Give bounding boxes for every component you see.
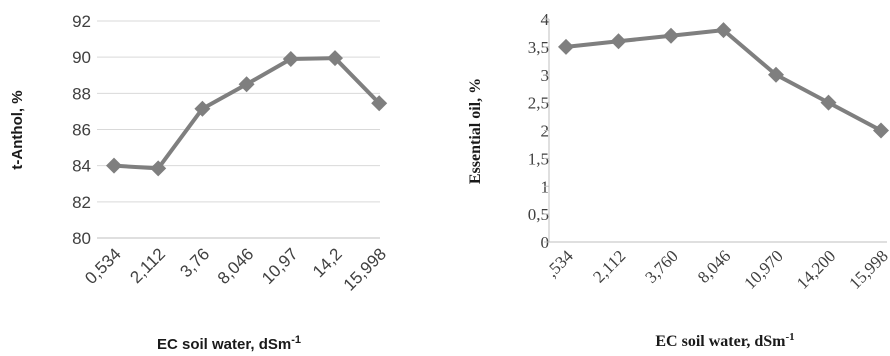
data-point <box>610 33 627 50</box>
y-axis-label: t-Anthol, % <box>9 90 26 169</box>
y-tick-label: 1,5 <box>528 149 549 168</box>
x-tick-label: 14,2 <box>309 244 346 281</box>
data-point <box>663 27 679 44</box>
y-tick-label: 88 <box>72 84 91 103</box>
x-axis-label-superscript: -1 <box>291 334 301 346</box>
y-tick-label: 92 <box>72 12 91 31</box>
y-tick-label: 86 <box>72 121 91 140</box>
x-axis-label: EC soil water, dSm-1 <box>157 334 301 353</box>
data-point <box>873 122 889 139</box>
data-point <box>238 76 255 93</box>
y-tick-label: 84 <box>72 157 91 176</box>
x-tick-label: 3,760 <box>641 246 681 286</box>
x-tick-label: 8,046 <box>694 246 734 286</box>
y-tick-label: 0,5 <box>528 205 549 224</box>
data-point <box>768 66 784 83</box>
x-tick-label: 15,998 <box>340 244 390 294</box>
data-point <box>715 22 732 39</box>
y-axis-label: Essential oil, % <box>467 78 484 184</box>
chart-t-anthol: 80 82 84 86 88 90 92 0,534 2,112 3,76 8,046 10,97 14… <box>9 12 390 353</box>
data-point <box>194 100 211 117</box>
x-tick-label: 10,97 <box>258 244 302 288</box>
y-tick-label: 90 <box>72 48 91 67</box>
data-point <box>282 50 299 67</box>
data-point <box>820 94 837 111</box>
x-axis-label-superscript: -1 <box>785 331 794 343</box>
series-line <box>565 28 882 133</box>
x-tick-label: 15,998 <box>845 246 890 292</box>
x-tick-label: 14,200 <box>793 246 839 292</box>
series-line <box>113 56 381 171</box>
y-tick-label: 3,5 <box>528 38 549 57</box>
data-point <box>558 38 574 55</box>
x-axis-label: EC soil water, dSm-1 <box>655 331 794 350</box>
y-tick-label: 82 <box>72 193 91 212</box>
chart-essential-oil: 00,511,522,533,54,534 2,112 3,760 8,046 10,9… <box>467 10 890 350</box>
x-tick-label: 8,046 <box>214 244 258 288</box>
data-point <box>106 157 122 174</box>
data-point <box>371 95 388 112</box>
x-tick-label: 3,76 <box>176 244 213 281</box>
y-tick-label: 2,5 <box>528 94 549 113</box>
x-tick-label: 2,112 <box>589 246 629 286</box>
data-point <box>150 160 167 177</box>
x-tick-label: 0,534 <box>81 244 125 288</box>
x-tick-label: 10,970 <box>740 246 786 292</box>
data-point <box>327 50 343 67</box>
x-tick-label: 2,112 <box>126 244 169 287</box>
y-tick-label: 80 <box>72 229 91 248</box>
